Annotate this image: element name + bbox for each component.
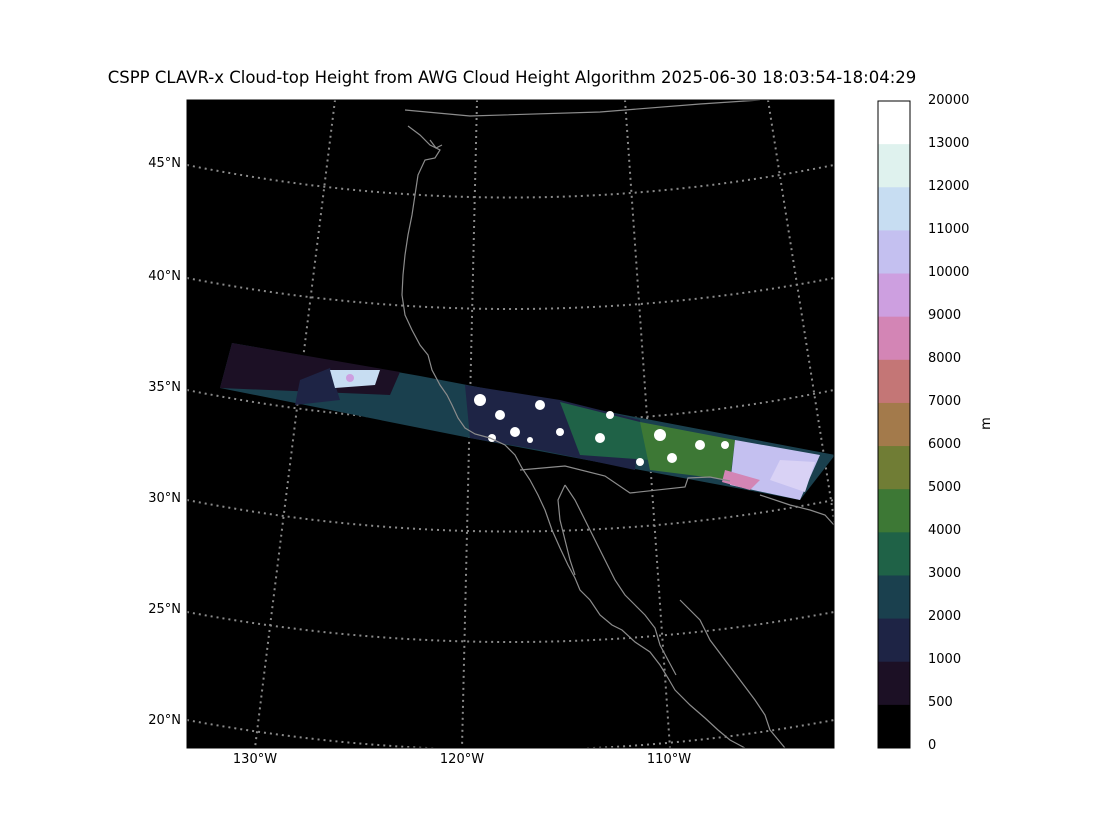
colorbar-tick-20000: 20000 <box>928 93 970 108</box>
map-frame <box>186 99 835 749</box>
colorbar-tick-2000: 2000 <box>928 609 962 624</box>
lat-label-45n: 45°N <box>148 156 181 171</box>
lon-label-110w: 110°W <box>646 752 692 767</box>
colorbar-segment <box>878 704 910 749</box>
lat-label-30n: 30°N <box>148 491 181 506</box>
colorbar-segment <box>878 575 910 620</box>
colorbar-segment <box>878 101 910 145</box>
colorbar-tick-9000: 9000 <box>928 308 962 323</box>
lon-label-120w: 120°W <box>439 752 485 767</box>
lat-label-35n: 35°N <box>148 380 181 395</box>
lat-label-20n: 20°N <box>148 713 181 728</box>
colorbar-tick-10000: 10000 <box>928 265 970 280</box>
colorbar-segment <box>878 273 910 318</box>
colorbar-segment <box>878 144 910 188</box>
colorbar-tick-500: 500 <box>928 695 953 710</box>
colorbar-tick-3000: 3000 <box>928 566 962 581</box>
colorbar-tick-11000: 11000 <box>928 222 970 237</box>
colorbar-segment <box>878 489 910 533</box>
colorbar-frame <box>877 100 911 749</box>
colorbar-tick-6000: 6000 <box>928 437 962 452</box>
lon-label-130w: 130°W <box>232 752 278 767</box>
colorbar <box>878 101 910 749</box>
colorbar-tick-1000: 1000 <box>928 652 962 667</box>
colorbar-segment <box>878 359 910 404</box>
lat-label-40n: 40°N <box>148 269 181 284</box>
colorbar-segment <box>878 446 910 490</box>
colorbar-tick-12000: 12000 <box>928 179 970 194</box>
colorbar-segment <box>878 187 910 231</box>
colorbar-segment <box>878 230 910 275</box>
colorbar-segment <box>878 402 910 447</box>
lat-label-25n: 25°N <box>148 602 181 617</box>
colorbar-tick-8000: 8000 <box>928 351 962 366</box>
colorbar-segment <box>878 618 910 663</box>
colorbar-segment <box>878 316 910 361</box>
colorbar-tick-7000: 7000 <box>928 394 962 409</box>
colorbar-units-label: m <box>978 417 994 430</box>
colorbar-segment <box>878 532 910 576</box>
colorbar-tick-13000: 13000 <box>928 136 970 151</box>
map-title: CSPP CLAVR-x Cloud-top Height from AWG C… <box>107 68 917 87</box>
colorbar-tick-4000: 4000 <box>928 523 962 538</box>
colorbar-segment <box>878 661 910 706</box>
cloud-height-swath <box>220 343 834 500</box>
colorbar-tick-5000: 5000 <box>928 480 962 495</box>
coastlines <box>401 100 834 748</box>
colorbar-tick-0: 0 <box>928 738 937 753</box>
